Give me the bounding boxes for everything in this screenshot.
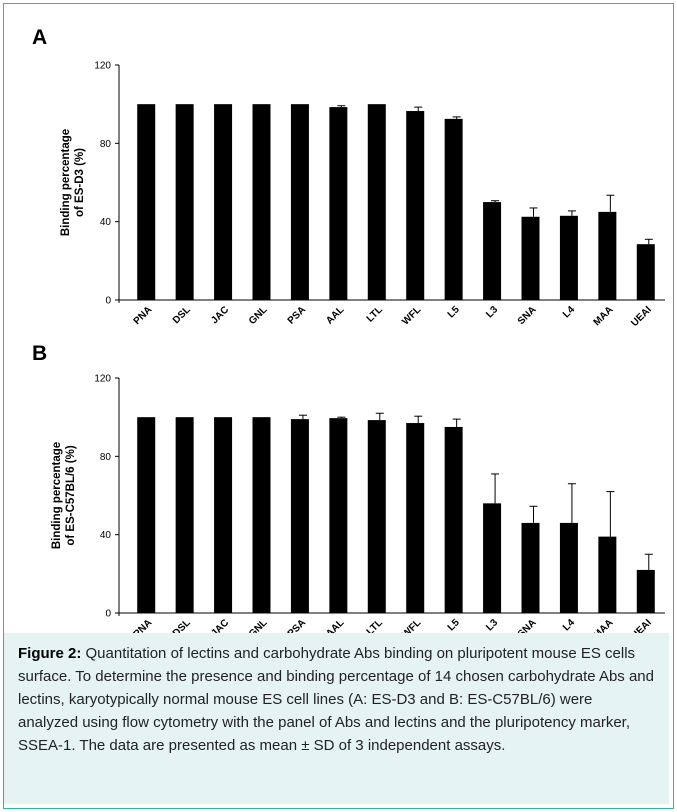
bar-aal [329, 107, 348, 301]
bar-maa [598, 211, 617, 300]
panel-b-letter: B [32, 342, 48, 365]
bar-psa [290, 104, 309, 301]
y-axis-label-line1: Binding percentage [60, 129, 72, 236]
bar-l5 [444, 426, 463, 613]
bar-sna [521, 522, 540, 613]
bar-jac [214, 104, 233, 301]
y-tick-label: 0 [105, 296, 111, 307]
x-tick-label-l3: L3 [484, 617, 500, 633]
x-tick-label-l4: L4 [561, 617, 577, 633]
bar-ueai [636, 244, 655, 300]
caption-label: Figure 2: [18, 645, 82, 662]
bar-gnl [252, 417, 271, 613]
bar-pna [137, 417, 156, 613]
bar-ltl [367, 420, 386, 613]
bar-ueai [636, 569, 655, 613]
bar-gnl [252, 104, 271, 301]
y-tick-label: 0 [105, 609, 111, 620]
bar-sna [521, 216, 540, 300]
bar-wfl [406, 111, 425, 300]
chart-b: 0 40 80 120 Binding percentage of ES-C57BL/6 … [51, 374, 665, 636]
bar-aal [329, 418, 348, 613]
bar-dsl [175, 417, 194, 613]
y-tick-label: 80 [100, 139, 112, 150]
bar-psa [290, 419, 309, 613]
figure-caption: Figure 2: Quantitation of lectins and ca… [4, 633, 669, 804]
y-tick-label: 120 [94, 374, 111, 385]
y-tick-label: 80 [100, 452, 112, 463]
x-tick-label-l5: L5 [446, 617, 462, 633]
bar-l4 [559, 215, 578, 300]
y-tick-label: 40 [100, 530, 112, 541]
y-tick-label: 120 [94, 61, 111, 72]
bar-wfl [406, 423, 425, 613]
y-tick-label: 40 [100, 217, 112, 228]
y-axis-label-line1: Binding percentage [51, 442, 63, 549]
bar-jac [214, 417, 233, 613]
y-axis-label-line2: of ES-D3 (%) [74, 148, 86, 217]
panel-a-letter: A [32, 26, 48, 49]
bar-pna [137, 104, 156, 301]
bar-l3 [483, 503, 502, 613]
bar-l4 [559, 522, 578, 613]
bar-dsl [175, 104, 194, 301]
bar-ltl [367, 104, 386, 301]
bar-l5 [444, 118, 463, 301]
bar-maa [598, 536, 617, 613]
y-axis-label-line2: of ES-C57BL/6 (%) [65, 445, 77, 545]
bar-l3 [483, 202, 502, 300]
caption-text: Quantitation of lectins and carbohydrate… [18, 645, 654, 754]
